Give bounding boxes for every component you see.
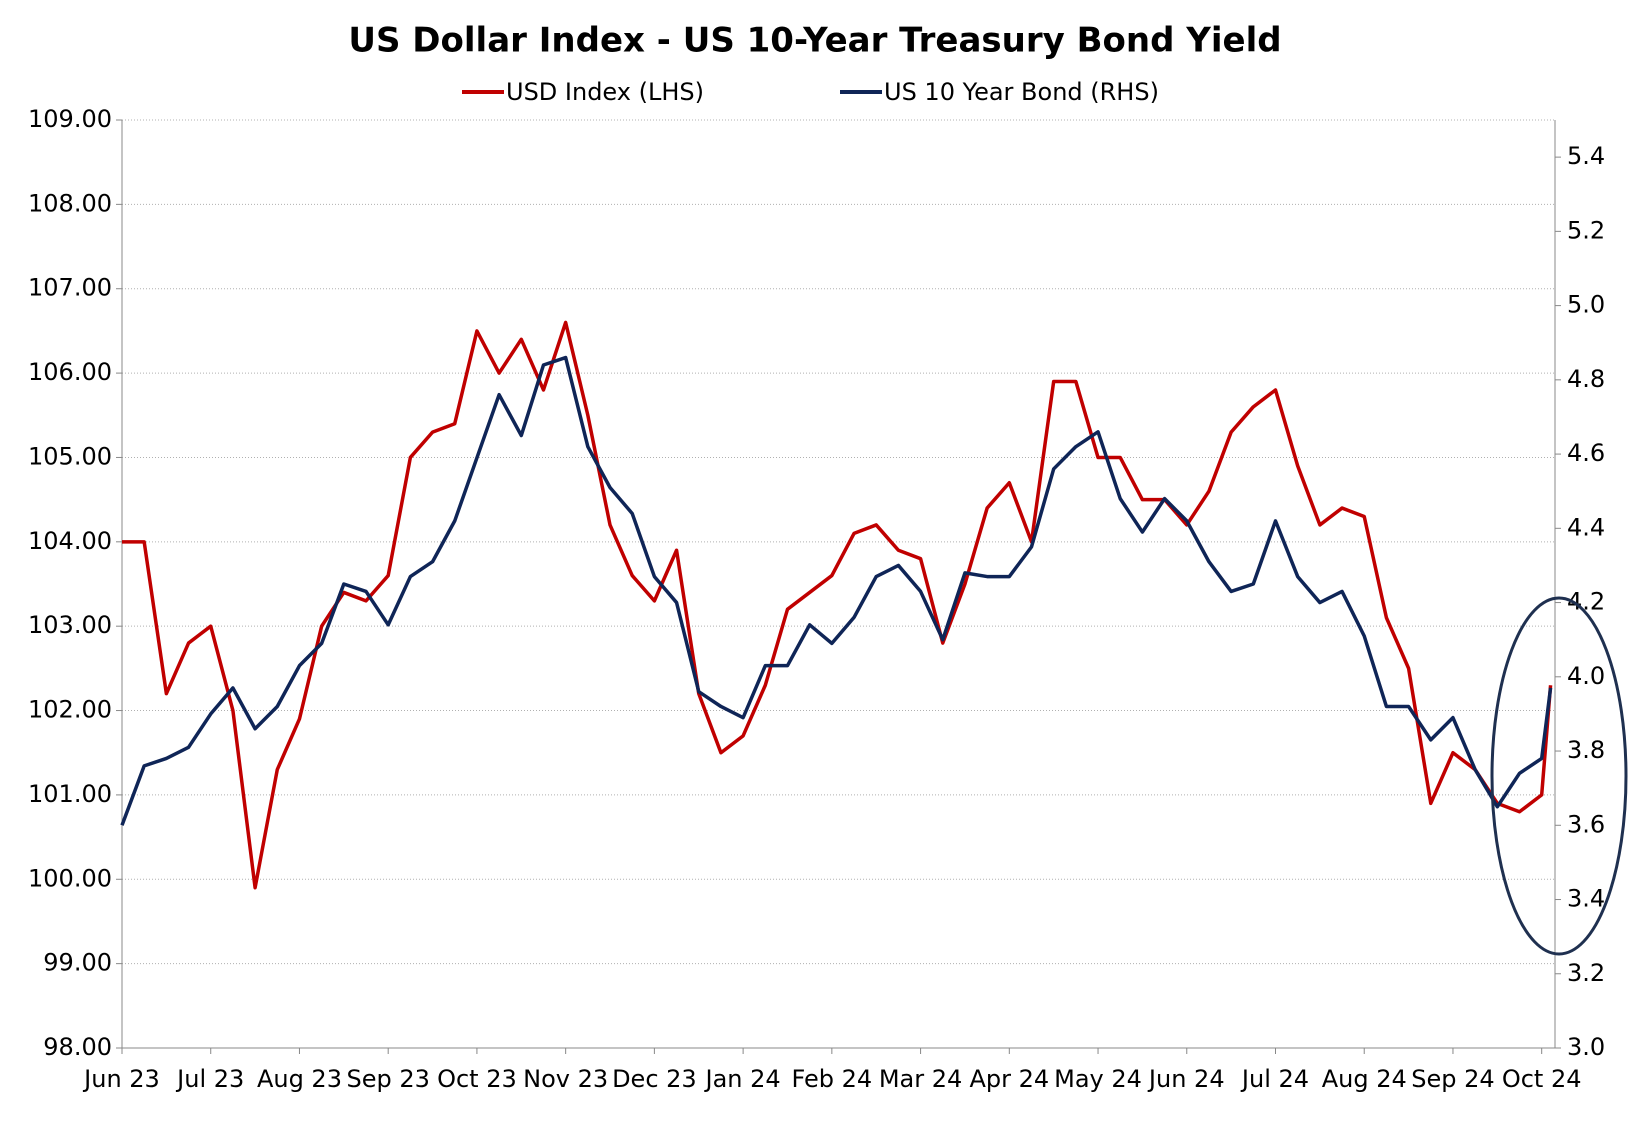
y2-tick-label: 5.0 (1567, 291, 1605, 319)
series-line (122, 320, 1553, 890)
x-tick-label: Sep 24 (1411, 1065, 1494, 1093)
y2-tick-label: 3.8 (1567, 736, 1605, 764)
x-tick-label: Jan 24 (704, 1065, 781, 1093)
y-tick-label: 98.00 (43, 1033, 112, 1061)
x-tick-label: Apr 24 (969, 1065, 1049, 1093)
y-tick-label: 100.00 (28, 864, 112, 892)
x-tick-label: Nov 23 (523, 1065, 608, 1093)
y-tick-label: 106.00 (28, 358, 112, 386)
chart-title: US Dollar Index - US 10-Year Treasury Bo… (348, 21, 1281, 61)
y-tick-label: 105.00 (28, 442, 112, 470)
y-tick-label: 104.00 (28, 527, 112, 555)
y2-tick-label: 3.0 (1567, 1033, 1605, 1061)
y2-tick-label: 3.6 (1567, 810, 1605, 838)
legend-label: US 10 Year Bond (RHS) (884, 78, 1159, 106)
x-tick-label: Aug 24 (1322, 1065, 1407, 1093)
legend-label: USD Index (LHS) (506, 78, 704, 106)
y-tick-label: 107.00 (28, 274, 112, 302)
highlight-ellipse (1490, 596, 1628, 956)
y-tick-label: 103.00 (28, 611, 112, 639)
y-tick-label: 109.00 (28, 105, 112, 133)
y-tick-label: 101.00 (28, 780, 112, 808)
x-tick-label: Jul 24 (1240, 1065, 1309, 1093)
y2-tick-label: 3.4 (1567, 885, 1605, 913)
y2-tick-label: 5.2 (1567, 216, 1605, 244)
y-tick-label: 99.00 (43, 949, 112, 977)
x-tick-label: May 24 (1054, 1065, 1142, 1093)
x-tick-label: Jun 24 (1147, 1065, 1225, 1093)
y2-tick-label: 4.4 (1567, 513, 1605, 541)
y2-tick-label: 4.8 (1567, 365, 1605, 393)
y2-tick-label: 4.6 (1567, 439, 1605, 467)
x-tick-label: Jun 23 (82, 1065, 160, 1093)
y2-tick-label: 5.4 (1567, 142, 1605, 170)
y2-tick-label: 3.2 (1567, 959, 1605, 987)
x-tick-label: Sep 23 (346, 1065, 429, 1093)
x-tick-label: Oct 23 (437, 1065, 517, 1093)
y2-tick-label: 4.0 (1567, 662, 1605, 690)
x-tick-label: Dec 23 (612, 1065, 697, 1093)
y-tick-label: 102.00 (28, 696, 112, 724)
y-tick-label: 108.00 (28, 189, 112, 217)
x-tick-label: Aug 23 (257, 1065, 342, 1093)
x-tick-label: Feb 24 (792, 1065, 873, 1093)
x-tick-label: Mar 24 (879, 1065, 962, 1093)
x-tick-label: Jul 23 (175, 1065, 244, 1093)
series-line (120, 355, 1553, 826)
x-tick-label: Oct 24 (1502, 1065, 1582, 1093)
